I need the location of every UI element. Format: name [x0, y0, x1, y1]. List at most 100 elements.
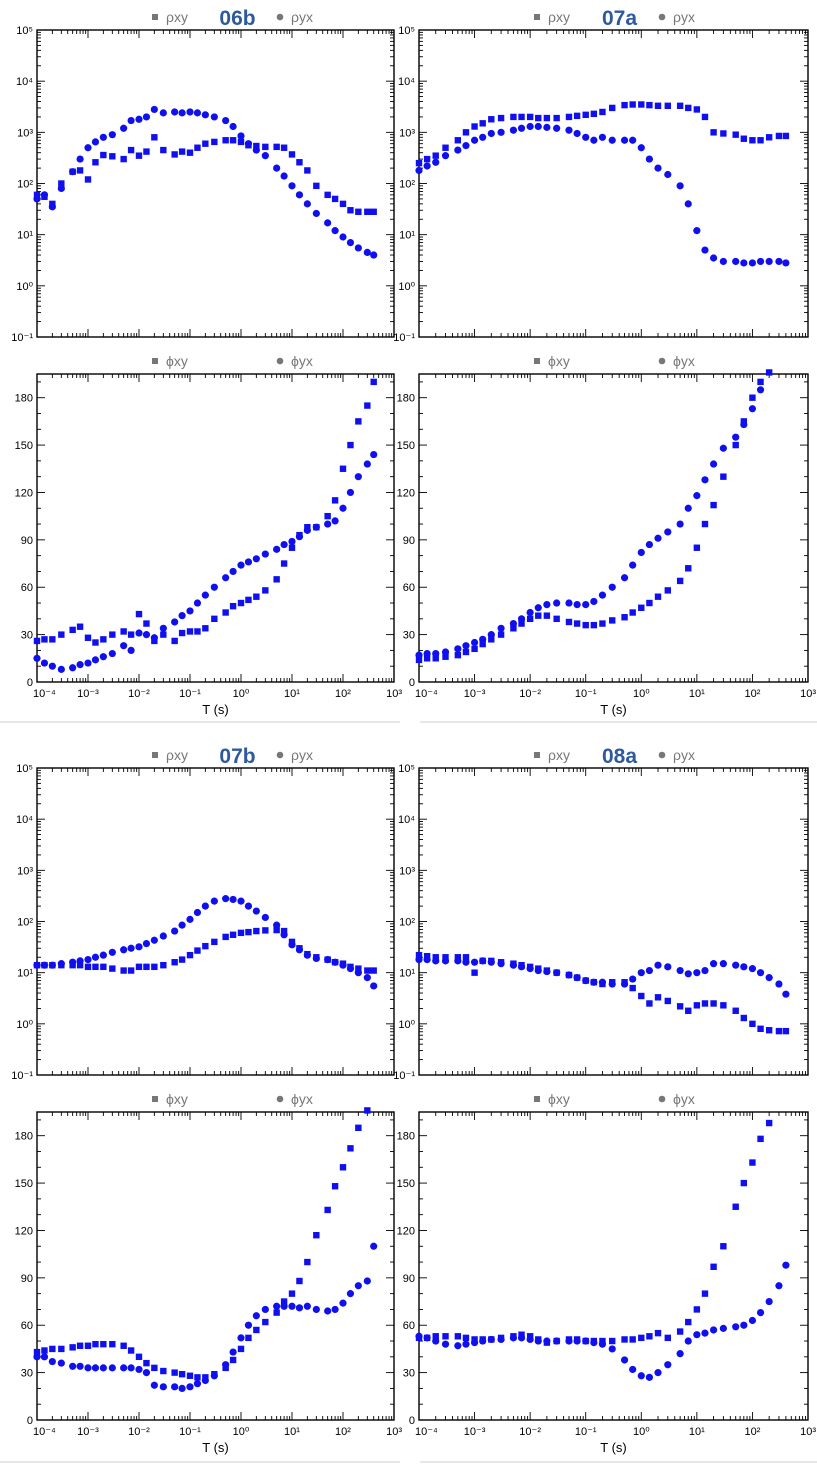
data-point-circle — [526, 122, 534, 131]
data-point-circle — [645, 1373, 654, 1381]
legend-square-marker — [152, 752, 158, 758]
data-point-circle — [99, 133, 107, 141]
x-tick-label: 10² — [335, 1426, 351, 1438]
data-point-square — [526, 113, 534, 121]
data-point-square — [296, 1277, 303, 1285]
y-tick-label: 10⁴ — [16, 76, 33, 88]
data-point-circle — [629, 136, 637, 144]
data-point-square — [127, 146, 135, 154]
data-point-circle — [553, 599, 561, 607]
data-point-square — [76, 961, 84, 969]
data-point-square — [229, 1356, 237, 1364]
chart-panel-07a-phase: 0 30 60 90 120 150 180 10⁻⁴ 10⁻³ 10⁻² 10⁻¹ 10⁰ 10¹ 10… — [397, 353, 817, 717]
y-tick-marks — [419, 29, 808, 338]
data-point-circle — [193, 599, 202, 607]
data-point-circle — [676, 520, 684, 528]
data-point-circle — [150, 634, 158, 642]
data-point-square — [599, 108, 606, 116]
data-point-square — [535, 612, 542, 619]
series-yx — [33, 105, 378, 259]
data-point-circle — [244, 558, 253, 566]
data-point-square — [471, 969, 478, 976]
data-point-circle — [423, 162, 431, 170]
data-point-circle — [479, 957, 487, 965]
data-point-square — [92, 159, 99, 166]
data-point-circle — [346, 965, 355, 973]
x-tick-label: 10⁻² — [519, 1426, 541, 1438]
data-point-square — [49, 1345, 56, 1353]
data-point-square — [178, 956, 186, 963]
data-point-square — [518, 620, 525, 627]
data-point-circle — [303, 1302, 311, 1310]
data-point-circle — [441, 957, 450, 965]
data-point-circle — [142, 1369, 151, 1377]
data-point-circle — [363, 248, 371, 257]
data-point-square — [654, 593, 662, 600]
data-point-circle — [756, 969, 765, 977]
x-tick-label: 10⁻⁴ — [415, 1426, 438, 1438]
data-point-circle — [432, 1337, 440, 1345]
data-point-square — [58, 1345, 65, 1353]
data-point-square — [245, 596, 252, 604]
data-point-square — [120, 1342, 127, 1349]
data-point-square — [693, 1306, 701, 1313]
data-point-circle — [645, 540, 654, 549]
data-point-square — [100, 151, 107, 159]
data-point-circle — [142, 939, 151, 948]
data-point-circle — [280, 1302, 288, 1310]
data-point-circle — [33, 654, 41, 662]
data-point-circle — [48, 203, 56, 211]
data-point-square — [109, 153, 116, 160]
data-point-square — [646, 1000, 653, 1007]
data-point-circle — [765, 974, 773, 982]
data-point-square — [442, 144, 449, 151]
data-point-circle — [91, 1364, 100, 1372]
data-point-circle — [76, 155, 84, 163]
data-point-square — [442, 1333, 449, 1340]
data-point-circle — [229, 567, 237, 576]
data-point-circle — [497, 128, 505, 136]
data-point-circle — [470, 1339, 479, 1347]
series-xy — [415, 101, 790, 167]
y-tick-label: 180 — [15, 1131, 33, 1143]
x-tick-label: 10³ — [800, 1426, 816, 1438]
x-tick-label: 10² — [744, 1426, 760, 1438]
data-point-circle — [33, 961, 41, 969]
data-point-circle — [608, 136, 616, 144]
legend-label-xy: ϕxy — [166, 353, 188, 369]
data-point-circle — [370, 1242, 378, 1250]
data-point-square — [237, 138, 245, 146]
data-point-circle — [370, 982, 378, 990]
data-point-square — [304, 167, 311, 174]
data-point-circle — [48, 961, 56, 969]
data-point-circle — [775, 1282, 783, 1290]
data-point-square — [160, 631, 167, 638]
data-point-square — [331, 497, 339, 504]
data-point-square — [313, 182, 320, 190]
data-point-circle — [487, 631, 495, 639]
series-yx — [415, 122, 790, 267]
data-point-square — [186, 149, 194, 156]
data-point-circle — [150, 936, 158, 944]
legend-circle-marker — [658, 1095, 666, 1103]
data-point-circle — [693, 492, 701, 500]
legend: ρxy ρyx — [534, 747, 695, 763]
x-tick-marks — [36, 30, 395, 337]
data-point-circle — [479, 1337, 487, 1345]
x-tick-label: 10³ — [386, 1426, 402, 1438]
data-point-square — [765, 1119, 773, 1127]
data-point-square — [646, 101, 653, 109]
data-point-circle — [479, 635, 487, 643]
data-point-square — [654, 1329, 662, 1337]
x-tick-marks — [36, 768, 395, 1075]
y-tick-label: 10² — [17, 917, 33, 929]
y-tick-label: 30 — [403, 1368, 415, 1380]
data-point-circle — [127, 646, 135, 655]
data-point-square — [222, 933, 229, 941]
data-point-square — [253, 593, 260, 600]
data-point-circle — [84, 144, 92, 152]
data-point-circle — [201, 902, 209, 910]
data-point-circle — [339, 961, 347, 969]
data-point-circle — [740, 259, 748, 267]
data-point-square — [488, 636, 495, 643]
